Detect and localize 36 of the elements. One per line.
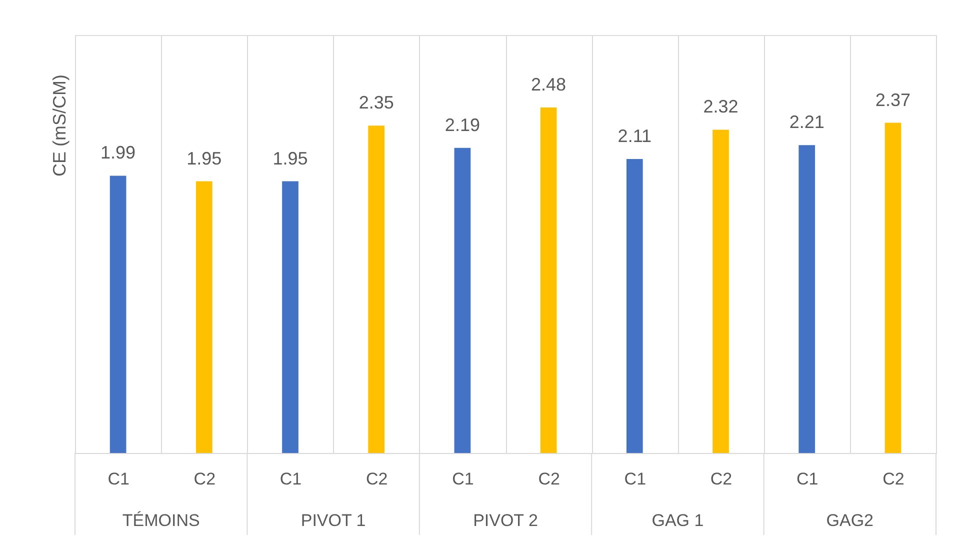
series-label: C1 <box>796 470 818 488</box>
text: C2 <box>538 470 560 488</box>
bar <box>196 181 212 453</box>
text: C1 <box>108 470 130 488</box>
data-label: 2.48 <box>531 74 566 94</box>
text: C1 <box>280 470 302 488</box>
data-label: 2.32 <box>703 96 738 117</box>
bar <box>626 159 643 453</box>
x-tick-label: PIVOT 2 <box>473 511 538 530</box>
bar <box>712 130 729 453</box>
text: C1 <box>452 470 474 488</box>
data-label: 1.95 <box>186 148 222 168</box>
bar <box>540 107 557 453</box>
bar <box>282 181 298 453</box>
text: C2 <box>710 470 732 488</box>
series-label: C2 <box>882 470 904 488</box>
bar <box>454 148 471 453</box>
x-tick-label: GAG 1 <box>652 511 704 530</box>
bar <box>884 122 902 453</box>
data-label: 2.19 <box>444 114 480 135</box>
data-label: 2.37 <box>875 90 910 110</box>
data-label: 2.11 <box>618 126 652 146</box>
x-tick-label: PIVOT 1 <box>300 511 366 530</box>
y-axis-title: CE (mS/CM) <box>50 74 70 176</box>
data-label: 1.95 <box>272 148 308 168</box>
bar <box>110 176 126 453</box>
data-label: 2.21 <box>789 112 824 132</box>
data-label: 1.99 <box>100 142 136 163</box>
bar <box>798 145 816 453</box>
x-tick-label: TÉMOINS <box>122 511 200 530</box>
bar <box>368 126 385 453</box>
text: C1 <box>624 470 646 488</box>
x-tick-label: GAG2 <box>826 511 874 530</box>
text: C2 <box>366 470 388 488</box>
data-label: 2.35 <box>358 92 394 113</box>
text: C2 <box>194 470 216 488</box>
